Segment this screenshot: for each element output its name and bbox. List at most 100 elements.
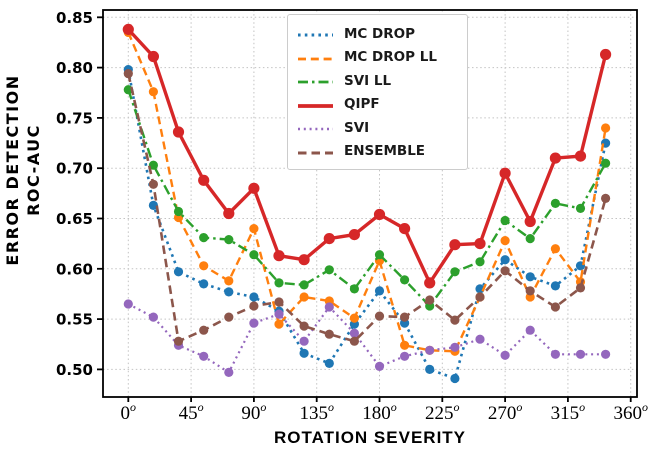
data-point bbox=[348, 229, 360, 241]
data-point bbox=[500, 215, 510, 226]
data-point bbox=[224, 287, 234, 297]
data-point bbox=[122, 23, 134, 35]
data-point bbox=[425, 345, 435, 355]
data-point bbox=[323, 233, 335, 245]
data-point bbox=[373, 208, 386, 221]
y-axis-label: ERROR DETECTION ROC-AUC bbox=[3, 74, 45, 265]
plot-frame bbox=[102, 9, 638, 398]
data-point bbox=[425, 364, 435, 374]
legend-line-sample bbox=[297, 71, 334, 90]
data-point bbox=[298, 254, 310, 266]
data-point bbox=[324, 302, 334, 312]
series-line bbox=[127, 28, 608, 287]
data-point bbox=[147, 50, 159, 63]
data-point bbox=[148, 179, 158, 189]
y-axis-label-line2: ROC-AUC bbox=[24, 124, 43, 216]
data-point bbox=[299, 336, 309, 346]
data-point bbox=[475, 334, 485, 344]
series-line bbox=[127, 73, 607, 344]
x-tick-label: 45o bbox=[179, 400, 204, 424]
data-point bbox=[148, 160, 158, 170]
legend-label: QIPF bbox=[344, 96, 380, 113]
data-point bbox=[349, 313, 359, 323]
legend-label: MC DROP bbox=[344, 25, 416, 42]
data-point bbox=[399, 223, 411, 235]
data-point bbox=[199, 233, 209, 243]
data-point bbox=[600, 48, 612, 61]
series-ensemble bbox=[123, 69, 611, 346]
data-point bbox=[550, 198, 561, 208]
data-point bbox=[525, 234, 535, 244]
legend-item-qipf: QIPF bbox=[297, 93, 457, 117]
data-point bbox=[575, 349, 586, 359]
data-point bbox=[550, 302, 561, 312]
x-tick-label: 0o bbox=[121, 400, 137, 424]
data-point bbox=[601, 349, 611, 359]
data-point bbox=[500, 255, 510, 265]
data-point bbox=[450, 315, 460, 325]
data-point bbox=[601, 193, 611, 203]
data-point bbox=[123, 69, 133, 79]
data-point bbox=[550, 244, 561, 254]
data-point bbox=[274, 278, 284, 288]
data-point bbox=[400, 312, 410, 322]
data-point bbox=[349, 284, 359, 294]
data-point bbox=[199, 261, 209, 271]
data-point bbox=[550, 349, 561, 359]
data-point bbox=[324, 329, 334, 339]
data-point bbox=[549, 152, 562, 164]
data-point bbox=[273, 250, 285, 262]
data-point bbox=[299, 292, 309, 302]
series-svi bbox=[123, 299, 611, 377]
data-point bbox=[500, 350, 510, 360]
data-point bbox=[499, 167, 511, 179]
series-svi-ll bbox=[123, 85, 611, 311]
legend-item-mc-drop-ll: MC DROP LL bbox=[297, 46, 457, 70]
data-point bbox=[500, 266, 510, 276]
data-point bbox=[500, 236, 510, 246]
data-point bbox=[199, 279, 209, 289]
data-point bbox=[324, 358, 334, 368]
data-point bbox=[249, 250, 259, 260]
legend-label: SVI bbox=[344, 119, 370, 136]
data-point bbox=[374, 250, 385, 260]
data-point bbox=[274, 297, 284, 307]
data-point bbox=[525, 272, 535, 282]
data-point bbox=[425, 295, 435, 305]
data-point bbox=[475, 257, 485, 267]
data-point bbox=[274, 309, 284, 319]
data-point bbox=[475, 284, 485, 294]
data-point bbox=[148, 312, 158, 322]
data-point bbox=[299, 321, 309, 331]
data-point bbox=[374, 361, 385, 371]
data-point bbox=[249, 292, 259, 302]
data-point bbox=[574, 150, 587, 162]
legend-line-sample bbox=[297, 95, 334, 114]
x-tick-label: 315o bbox=[551, 400, 586, 424]
legend-line-sample bbox=[297, 142, 334, 161]
y-tick-label: 0.65 bbox=[56, 210, 93, 228]
x-axis-label: ROTATION SEVERITY bbox=[273, 428, 467, 447]
data-point bbox=[173, 336, 184, 346]
data-point bbox=[172, 126, 185, 138]
data-point bbox=[349, 328, 359, 338]
data-point bbox=[249, 301, 259, 311]
data-point bbox=[575, 203, 586, 213]
data-point bbox=[198, 174, 210, 186]
legend-line-sample bbox=[297, 118, 334, 137]
x-tick-label: 270o bbox=[488, 400, 523, 424]
data-point bbox=[450, 342, 460, 352]
x-tick-label: 180o bbox=[362, 400, 397, 424]
y-tick-label: 0.75 bbox=[56, 109, 93, 127]
data-point bbox=[550, 281, 561, 291]
x-tick-label: 90o bbox=[241, 400, 266, 424]
legend-label: ENSEMBLE bbox=[344, 143, 426, 160]
data-point bbox=[274, 319, 284, 329]
data-point bbox=[525, 325, 535, 335]
data-point bbox=[525, 286, 535, 296]
data-point bbox=[173, 267, 184, 277]
data-point bbox=[224, 276, 234, 286]
legend-item-svi: SVI bbox=[297, 116, 457, 140]
data-point bbox=[400, 340, 410, 350]
